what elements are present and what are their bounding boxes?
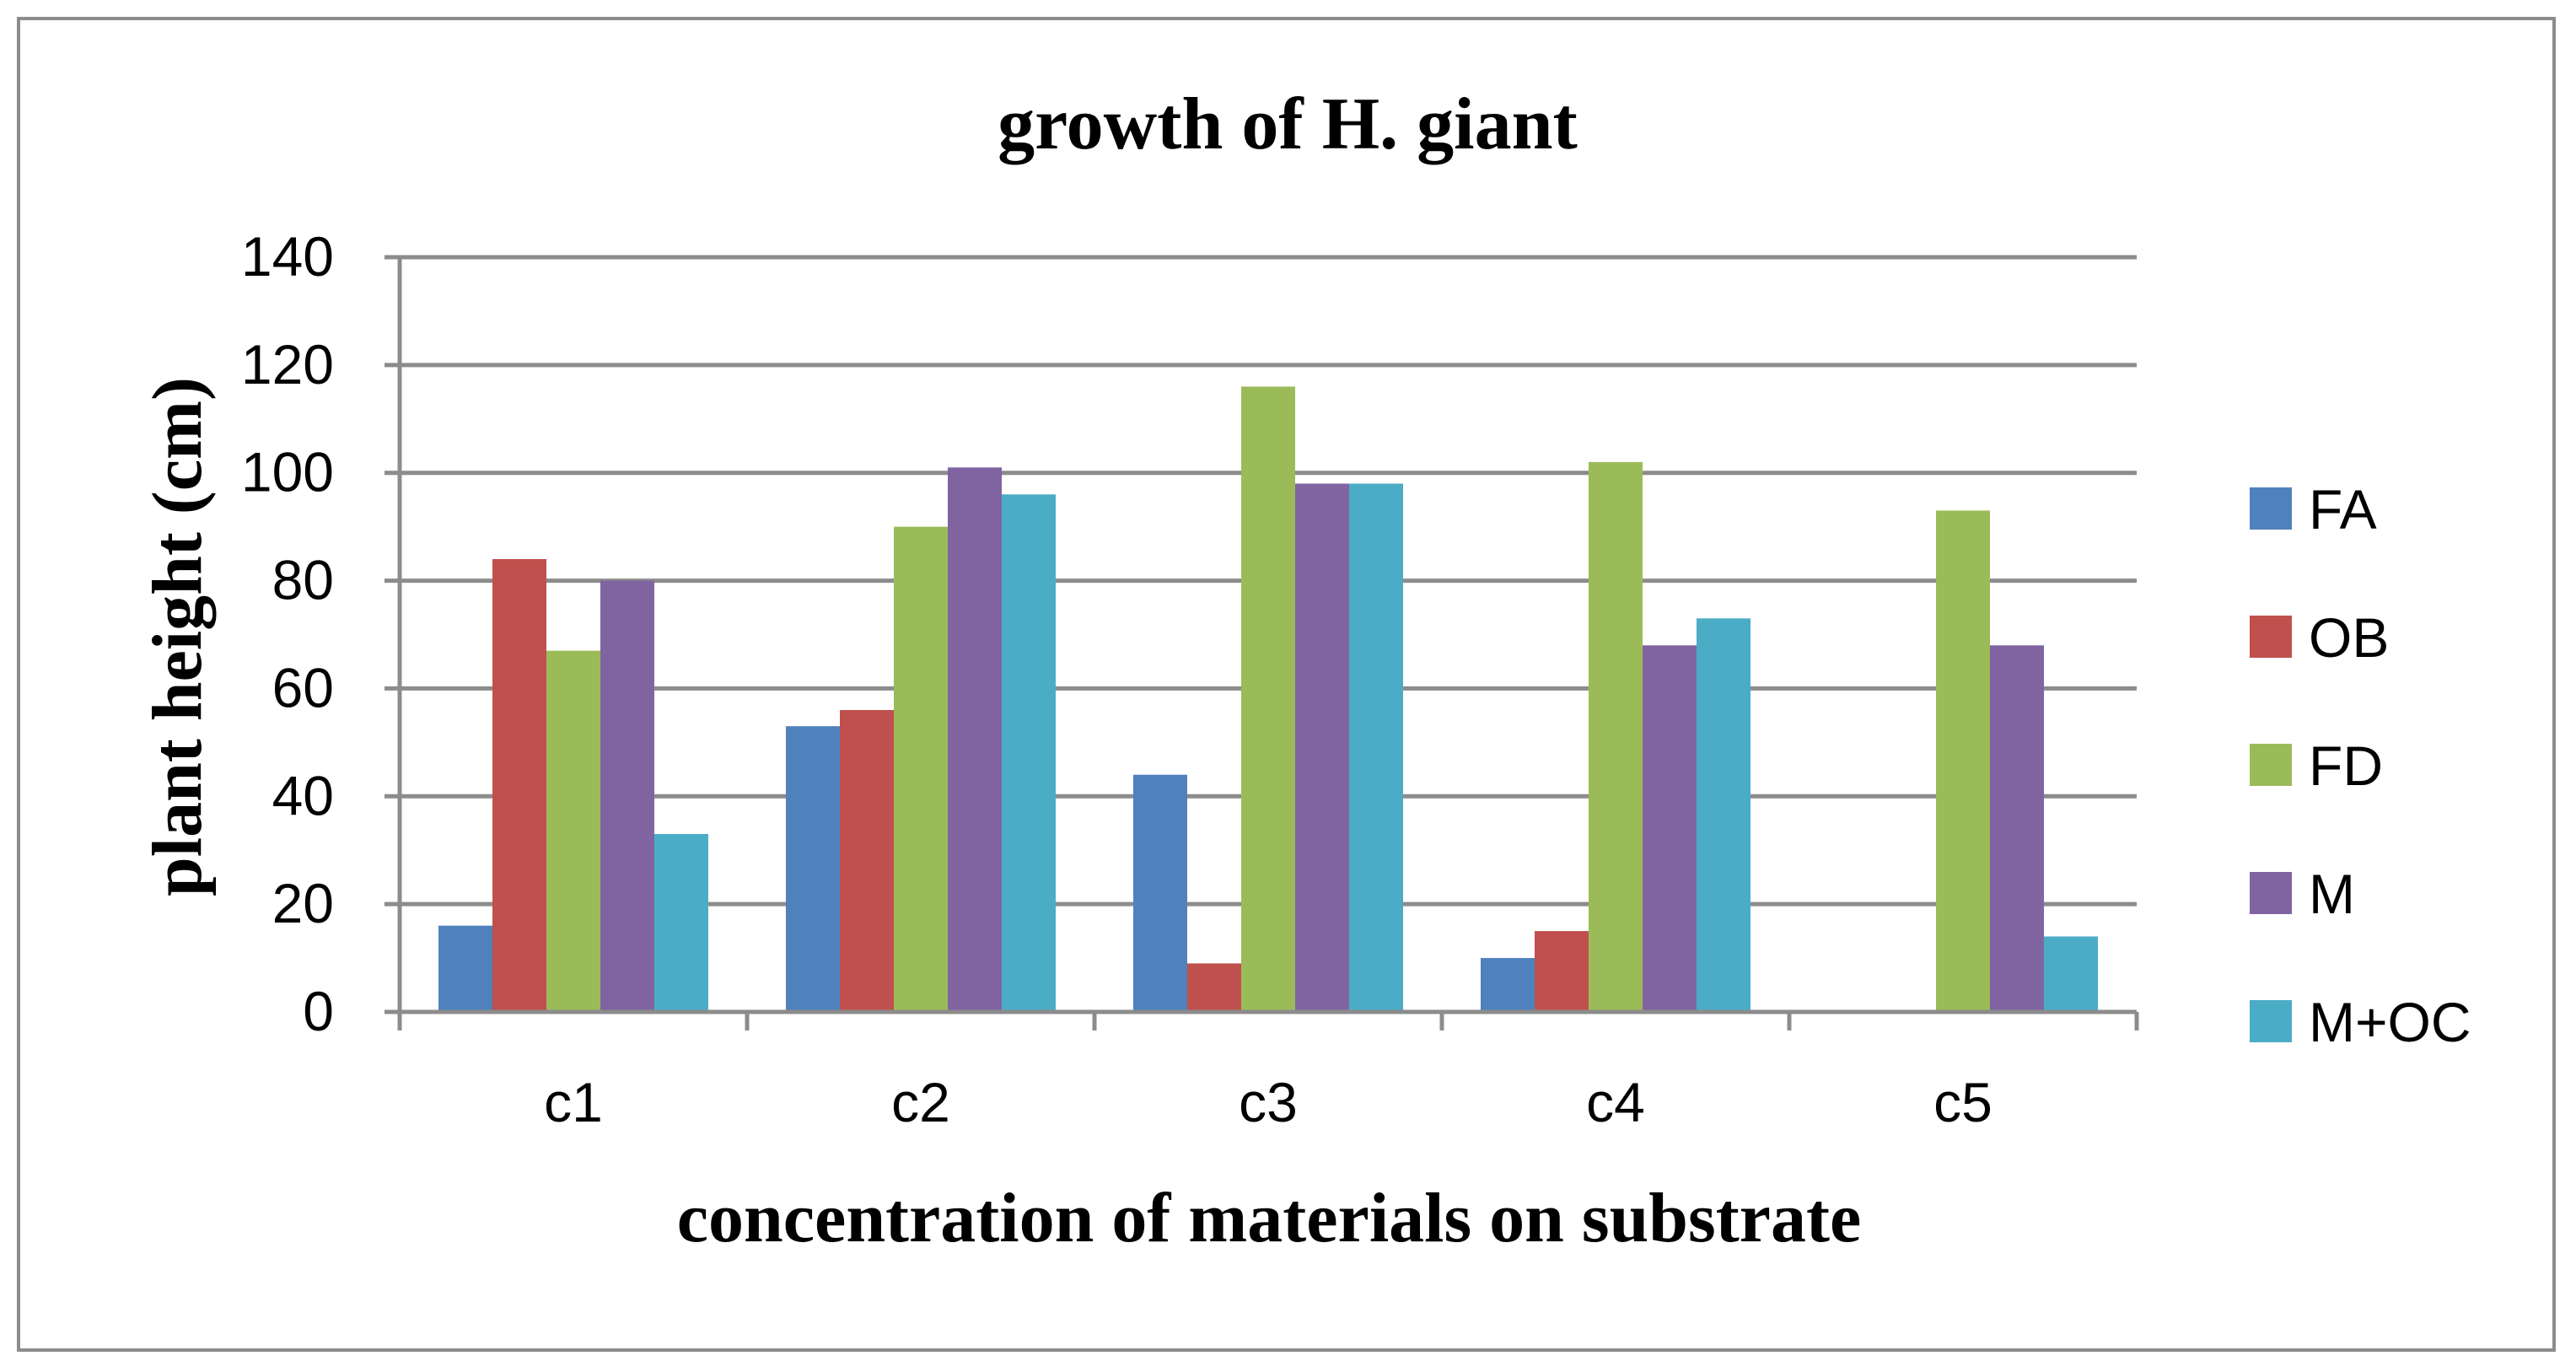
bar-ob-c4 [1535, 931, 1589, 1012]
bar-fd-c5 [1936, 510, 1990, 1012]
bar-ob-c3 [1187, 963, 1241, 1012]
x-tick-label: c5 [1933, 1071, 1993, 1133]
bar-ob-c1 [492, 559, 546, 1012]
bar-m-oc-c2 [1002, 494, 1056, 1012]
x-tick-labels: c1 c2 c3 c4 c5 [544, 1071, 1993, 1133]
bar-fa-c1 [438, 925, 492, 1012]
legend-label: OB [2309, 606, 2389, 669]
legend-swatch-ob [2250, 616, 2292, 658]
bar-m-c5 [1990, 645, 2044, 1012]
bar-ob-c2 [840, 710, 894, 1012]
bars [438, 386, 2098, 1012]
y-tick-labels: 0 20 40 60 80 100 120 140 [241, 225, 334, 1042]
chart-title: growth of H. giant [998, 83, 1578, 165]
x-tick-label: c2 [891, 1071, 950, 1133]
bar-fd-c4 [1589, 461, 1643, 1012]
bar-m-c2 [948, 467, 1002, 1012]
legend-label: M+OC [2309, 991, 2471, 1053]
y-tick-label: 100 [241, 441, 334, 503]
y-tick-label: 140 [241, 225, 334, 288]
bar-m-oc-c5 [2044, 936, 2098, 1012]
axes [385, 257, 2139, 1030]
bar-m-oc-c1 [654, 834, 708, 1012]
legend-swatch-fa [2250, 487, 2292, 530]
bar-fa-c4 [1481, 958, 1535, 1012]
legend-label: FA [2309, 478, 2377, 541]
legend: FA OB FD M M+OC [2250, 478, 2471, 1053]
y-tick-label: 20 [272, 872, 334, 934]
legend-label: FD [2309, 734, 2383, 797]
legend-label: M [2309, 863, 2355, 925]
legend-swatch-m-oc [2250, 1000, 2292, 1042]
bar-m-oc-c3 [1349, 483, 1403, 1012]
legend-swatch-fd [2250, 744, 2292, 786]
bar-fd-c1 [546, 650, 600, 1012]
y-tick-label: 40 [272, 764, 334, 826]
bar-m-c4 [1643, 645, 1697, 1012]
y-tick-label: 0 [303, 980, 334, 1042]
y-tick-label: 120 [241, 333, 334, 395]
x-tick-label: c4 [1586, 1071, 1645, 1133]
y-tick-label: 80 [272, 549, 334, 611]
bar-fd-c3 [1241, 386, 1295, 1012]
x-tick-label: c1 [544, 1071, 603, 1133]
y-axis-title: plant height (cm) [138, 377, 217, 896]
bar-fa-c3 [1133, 774, 1187, 1012]
bar-m-c1 [600, 580, 654, 1012]
legend-swatch-m [2250, 872, 2292, 914]
x-axis-title: concentration of materials on substrate [677, 1179, 1861, 1257]
x-tick-label: c3 [1239, 1071, 1298, 1133]
bar-fd-c2 [894, 526, 948, 1012]
bar-m-c3 [1295, 483, 1349, 1012]
bar-fa-c2 [786, 726, 840, 1012]
y-tick-label: 60 [272, 656, 334, 718]
bar-m-oc-c4 [1697, 618, 1750, 1012]
